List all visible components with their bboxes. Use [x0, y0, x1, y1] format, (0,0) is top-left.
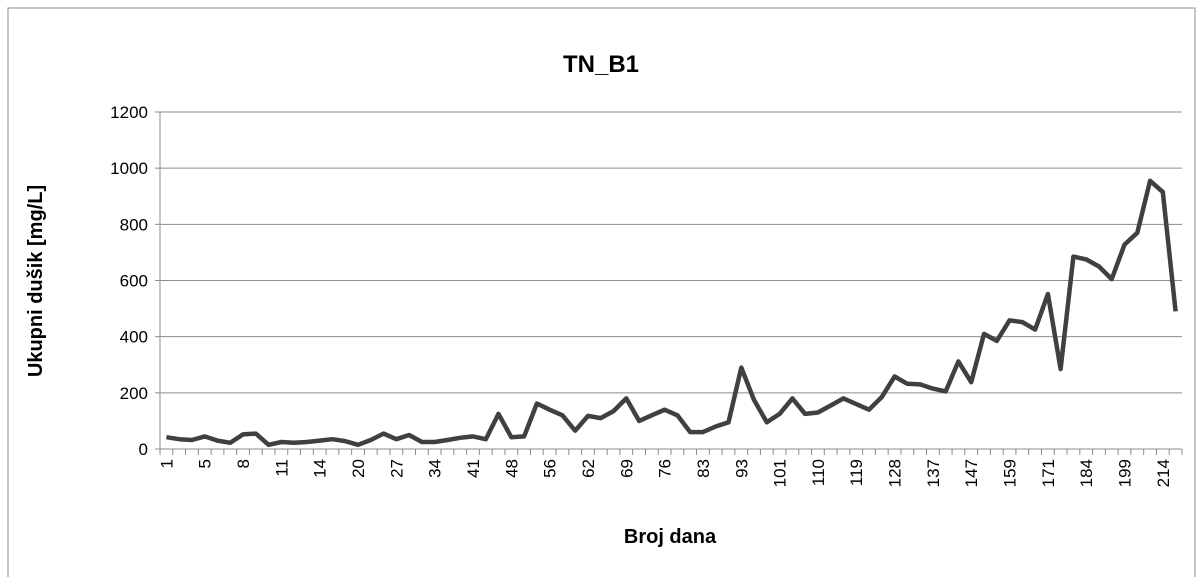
y-tick-label: 400 [120, 328, 148, 347]
chart-title: TN_B1 [563, 51, 639, 78]
x-tick-label: 1 [157, 459, 176, 468]
x-tick-label: 69 [617, 459, 636, 478]
x-tick-label: 41 [464, 459, 483, 478]
y-tick-label: 1200 [110, 103, 148, 122]
x-tick-label: 128 [886, 459, 905, 487]
x-tick-label: 101 [771, 459, 790, 487]
x-tick-label: 159 [1001, 459, 1020, 487]
x-tick-label: 11 [272, 459, 291, 477]
x-tick-label: 137 [924, 459, 943, 487]
y-tick-label: 1000 [110, 159, 148, 178]
x-tick-label: 214 [1154, 459, 1173, 487]
x-tick-label: 20 [349, 459, 368, 478]
chart-frame [7, 7, 1196, 582]
x-tick-label: 199 [1116, 459, 1135, 487]
y-tick-label: 0 [139, 440, 148, 459]
y-tick-label: 800 [120, 215, 148, 234]
x-tick-label: 184 [1077, 459, 1096, 487]
y-tick-label: 600 [120, 272, 148, 291]
y-axis-label: Ukupni dušik [mg/L] [25, 185, 47, 377]
x-tick-label: 119 [847, 459, 866, 486]
y-tick-label: 200 [120, 384, 148, 403]
x-tick-label: 14 [311, 459, 330, 478]
x-tick-label: 93 [732, 459, 751, 478]
x-tick-label: 34 [426, 459, 445, 478]
x-tick-label: 147 [962, 459, 981, 487]
x-tick-label: 83 [694, 459, 713, 478]
x-tick-label: 76 [656, 459, 675, 478]
x-tick-label: 110 [809, 459, 828, 486]
x-axis-label: Broj dana [624, 526, 717, 548]
data-line [166, 178, 1178, 448]
x-tick-label: 27 [387, 459, 406, 478]
x-tick-label: 56 [541, 459, 560, 478]
x-tick-label: 8 [234, 459, 253, 468]
x-tick-label: 171 [1039, 459, 1058, 487]
x-tick-label: 62 [579, 459, 598, 478]
x-tick-label: 48 [502, 459, 521, 478]
x-tick-label: 5 [196, 459, 215, 468]
